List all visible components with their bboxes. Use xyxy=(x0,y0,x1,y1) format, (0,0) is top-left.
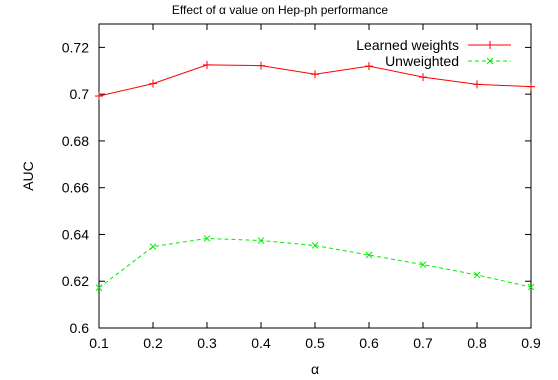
data-point-0-8 xyxy=(527,82,535,91)
legend-marker-learned-weights xyxy=(486,41,494,49)
data-point-0-2 xyxy=(203,60,211,69)
y-tick-label: 0.6 xyxy=(70,320,90,336)
x-tick-label: 0.2 xyxy=(143,335,163,351)
legend-label-learned-weights: Learned weights xyxy=(356,37,459,53)
data-point-1-2-b xyxy=(203,235,211,242)
x-tick-label: 0.5 xyxy=(305,335,325,351)
data-point-0-5 xyxy=(365,62,373,71)
y-tick-label: 0.7 xyxy=(70,86,90,102)
data-point-0-0 xyxy=(95,92,103,101)
data-point-0-4 xyxy=(311,70,319,79)
series-line-1 xyxy=(98,237,532,289)
data-point-1-1 xyxy=(149,243,157,250)
x-tick-label: 0.6 xyxy=(359,335,379,351)
data-point-1-8-b xyxy=(527,283,535,291)
y-tick-label: 0.64 xyxy=(62,226,89,242)
x-tick-label: 0.7 xyxy=(413,335,433,351)
y-tick-label: 0.72 xyxy=(62,39,89,55)
legend: Learned weights Unweighted xyxy=(356,37,511,69)
y-tick-label: 0.62 xyxy=(62,273,89,289)
data-point-0-3 xyxy=(257,61,265,70)
x-tick-label: 0.1 xyxy=(89,335,109,351)
legend-label-unweighted: Unweighted xyxy=(385,53,459,69)
y-axis-label: AUC xyxy=(20,161,36,191)
series-layer xyxy=(95,60,535,292)
legend-marker-unweighted-shape xyxy=(486,57,494,65)
legend-marker-unweighted xyxy=(486,57,494,65)
y-tick-label: 0.66 xyxy=(62,180,89,196)
x-tick-label: 0.8 xyxy=(467,335,487,351)
data-point-0-1 xyxy=(149,79,157,88)
x-tick-label: 0.9 xyxy=(521,335,541,351)
data-point-1-7 xyxy=(473,271,481,279)
x-axis-label: α xyxy=(311,361,319,377)
x-tick-label: 0.3 xyxy=(197,335,217,351)
data-point-1-5-b xyxy=(365,251,373,259)
data-point-1-6 xyxy=(419,261,427,268)
data-point-1-3-b xyxy=(257,237,265,244)
plot-frame xyxy=(98,23,532,329)
data-point-1-1-b xyxy=(149,243,157,250)
data-point-1-7-b xyxy=(473,271,481,279)
legend-marker-unweighted-shape-b xyxy=(486,57,494,65)
chart-title: Effect of α value on Hep-ph performance xyxy=(172,3,388,17)
ticks-layer: 0.1 0.2 0.3 0.4 0.5 0.6 0.7 0.8 0.9 0.6 0.62 0.64 0.… xyxy=(62,24,541,351)
x-tick-label: 0.4 xyxy=(251,335,271,351)
data-point-1-5 xyxy=(365,251,373,259)
data-point-0-6 xyxy=(419,73,427,82)
data-point-1-3 xyxy=(257,237,265,244)
data-point-1-8 xyxy=(527,283,535,291)
legend-marker-learned-weights-shape xyxy=(486,41,494,49)
series-line-0 xyxy=(98,64,532,97)
y-tick-label: 0.68 xyxy=(62,133,89,149)
data-point-0-7 xyxy=(473,80,481,89)
data-point-1-4-b xyxy=(311,242,319,249)
data-point-1-4 xyxy=(311,242,319,249)
data-point-1-0 xyxy=(95,284,103,292)
data-point-1-0-b xyxy=(95,284,103,292)
data-point-1-6-b xyxy=(419,261,427,268)
data-point-1-2 xyxy=(203,235,211,242)
